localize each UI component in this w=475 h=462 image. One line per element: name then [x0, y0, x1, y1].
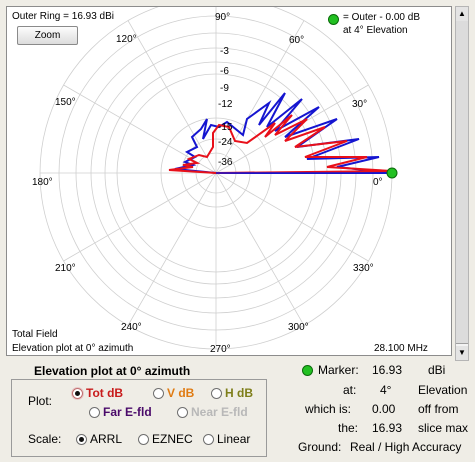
legend-marker-icon [328, 14, 339, 25]
db-label-36: -36 [218, 157, 233, 168]
polar-plot [39, 7, 398, 350]
angle-label-300: 300° [288, 322, 309, 333]
db-label-3: -3 [220, 46, 229, 57]
pattern-trace-blue [174, 92, 393, 174]
marker-label: Marker: [318, 363, 359, 377]
angle-label-90: 90° [215, 12, 231, 23]
radio-far-efld[interactable]: Far E-fld [89, 405, 152, 419]
polar-grid [39, 7, 393, 350]
angle-label-30: 30° [352, 99, 368, 110]
radio-tot-db[interactable]: Tot dB [72, 386, 123, 400]
radio-h-db[interactable]: H dB [211, 386, 253, 400]
angle-label-240: 240° [121, 322, 142, 333]
vertical-scrollbar[interactable]: ▲ ▼ [455, 6, 469, 361]
db-label-24: -24 [218, 137, 233, 148]
ground-label: Ground: [298, 440, 342, 454]
panel-title: Elevation plot at 0° azimuth [34, 364, 191, 378]
pattern-trace-red [168, 114, 393, 175]
scroll-thumb[interactable] [456, 21, 468, 344]
scroll-down-icon[interactable]: ▼ [456, 346, 468, 360]
radio-arrl-indicator[interactable] [76, 433, 87, 445]
marker-offset: 0.00 [372, 402, 396, 416]
angle-label-270: 270° [210, 344, 231, 355]
plot-options-group: Plot: Tot dB V dB H dB Far E-fld Near E-… [11, 379, 267, 457]
angle-label-150: 150° [55, 97, 76, 108]
marker-gain: 16.93 [372, 363, 403, 377]
angle-label-120: 120° [116, 34, 137, 45]
radio-near-efld[interactable]: Near E-fld [177, 405, 248, 419]
elevation-label: Elevation [418, 383, 468, 397]
db-label-9: -9 [220, 83, 229, 94]
offset-label: off from [418, 402, 459, 416]
scroll-up-icon[interactable]: ▲ [456, 7, 468, 21]
radio-arrl[interactable]: ARRL [76, 432, 122, 446]
marker-slice-max: 16.93 [372, 421, 403, 435]
angle-label-60: 60° [289, 35, 305, 46]
legend-line-1: = Outer - 0.00 dB [343, 12, 420, 23]
plot-description: Elevation plot at 0° azimuth [12, 343, 134, 354]
elevation-at-label: at: [343, 383, 357, 397]
elevation-plot-area: Outer Ring = 16.93 dBi Zoom = Outer - 0.… [6, 6, 452, 356]
radio-eznec-indicator[interactable] [138, 433, 149, 445]
radio-linear-indicator[interactable] [203, 433, 214, 445]
outer-ring-label: Outer Ring = 16.93 dBi [12, 11, 115, 22]
radio-h-db-indicator[interactable] [211, 387, 222, 399]
marker-icon [302, 365, 313, 376]
db-label-6: -6 [220, 66, 229, 77]
the-label: the: [338, 421, 359, 435]
plot-label: Plot: [28, 394, 53, 408]
marker-dot[interactable] [386, 167, 398, 179]
db-label-12: -12 [218, 99, 233, 110]
radio-far-efld-indicator[interactable] [89, 406, 100, 418]
frequency-label: 28.100 MHz [374, 343, 428, 354]
which-is-label: which is: [305, 402, 352, 416]
zoom-button[interactable]: Zoom [17, 26, 78, 45]
angle-label-210: 210° [55, 263, 76, 274]
radio-eznec[interactable]: EZNEC [138, 432, 193, 446]
field-type-label: Total Field [12, 329, 58, 340]
marker-gain-unit: dBi [428, 363, 446, 377]
angle-label-0: 0° [373, 177, 383, 188]
ground-value: Real / High Accuracy [350, 440, 462, 454]
radio-tot-db-indicator[interactable] [72, 387, 83, 399]
radio-near-efld-indicator[interactable] [177, 406, 188, 418]
db-label-15: -15 [218, 122, 233, 133]
angle-label-180: 180° [32, 177, 53, 188]
radio-linear[interactable]: Linear [203, 432, 250, 446]
angle-label-330: 330° [353, 263, 374, 274]
slice-max-label: slice max [418, 421, 469, 435]
legend-line-2: at 4° Elevation [343, 25, 408, 36]
scale-label: Scale: [28, 432, 62, 446]
radio-v-db-indicator[interactable] [153, 387, 164, 399]
marker-elevation: 4° [380, 383, 392, 397]
radio-v-db[interactable]: V dB [153, 386, 194, 400]
